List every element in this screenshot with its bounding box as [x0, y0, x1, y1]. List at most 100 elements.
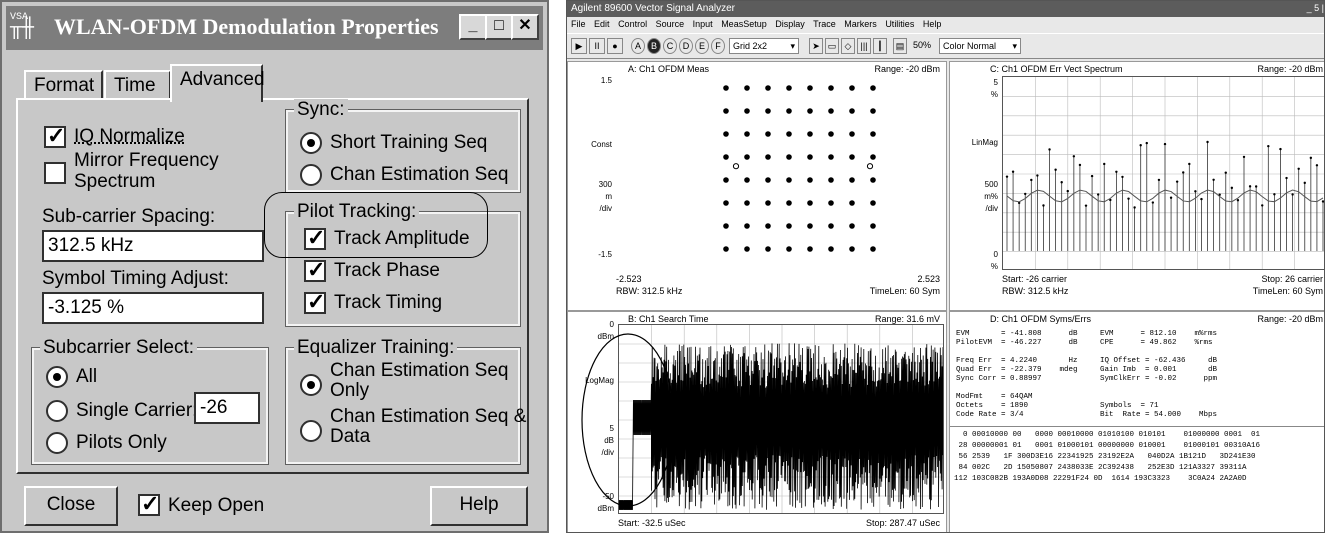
menu-utilities[interactable]: Utilities [885, 19, 915, 29]
dialog-title-bar[interactable]: VSA ╥╫ WLAN-OFDM Demodulation Properties… [6, 6, 543, 50]
subcarrier-all-label[interactable]: All [76, 366, 98, 387]
minimize-button[interactable]: _ [459, 14, 487, 40]
track-amplitude-label[interactable]: Track Amplitude [334, 228, 470, 249]
track-amplitude-checkbox[interactable] [304, 225, 326, 251]
subcarrier-all-radio[interactable] [46, 366, 68, 388]
bars-tool-icon[interactable]: ||| [857, 38, 871, 54]
menu-source[interactable]: Source [655, 19, 685, 29]
err-point [1175, 180, 1179, 183]
err-point [1072, 155, 1076, 158]
trace-f-button[interactable]: F [711, 38, 725, 54]
constellation-point [786, 85, 792, 91]
trace-b-button[interactable]: B [647, 38, 661, 54]
equalizer-chan-only-line1[interactable]: Chan Estimation Seq [330, 360, 509, 381]
equalizer-chan-only-line2[interactable]: Only [330, 380, 370, 401]
trace-e-button[interactable]: E [695, 38, 709, 54]
trace-a-button[interactable]: A [631, 38, 645, 54]
error-vector-spectrum-plot[interactable] [1002, 76, 1325, 270]
menu-file[interactable]: File [571, 19, 586, 29]
menu-trace[interactable]: Trace [813, 19, 836, 29]
color-dropdown[interactable]: Color Normal ▾ [939, 38, 1021, 54]
tab-advanced[interactable]: Advanced [170, 64, 265, 102]
subcarrier-single-label[interactable]: Single Carrier: [76, 400, 198, 421]
trace-c-footer-right-1: Stop: 26 carrier [1261, 274, 1323, 284]
tab-time[interactable]: Time [104, 70, 171, 100]
track-phase-checkbox[interactable] [304, 257, 326, 283]
iq-normalize-label[interactable]: IQ Normalize [74, 126, 185, 147]
trace-b-panel[interactable]: B: Ch1 Search Time Range: 31.6 mV 0 dBm … [567, 311, 947, 532]
vsa-window-controls[interactable]: _ 5 | [1306, 3, 1324, 13]
sync-chan-estimation-radio[interactable] [300, 164, 322, 186]
subcarrier-pilots-radio[interactable] [46, 432, 68, 454]
mirror-frequency-label-line2[interactable]: Spectrum [74, 171, 156, 192]
equalizer-chan-data-line2[interactable]: Data [330, 426, 371, 447]
help-button[interactable]: Help [430, 486, 528, 526]
trace-c-button[interactable]: C [663, 38, 677, 54]
menu-edit[interactable]: Edit [594, 19, 610, 29]
zoom-box-icon[interactable]: ▭ [825, 38, 839, 54]
play-button[interactable]: ▶ [571, 38, 587, 54]
track-timing-checkbox[interactable] [304, 289, 326, 315]
cursor-tool-icon[interactable]: ┃ [873, 38, 887, 54]
subcarrier-spacing-input[interactable]: 312.5 kHz [42, 230, 264, 262]
sync-short-training-radio[interactable] [300, 132, 322, 154]
constellation-point [870, 85, 876, 91]
trace-d-panel[interactable]: D: Ch1 OFDM Syms/Errs Range: -20 dBm EVM… [949, 311, 1324, 532]
maximize-button[interactable]: □ [485, 14, 513, 40]
err-trace-line [1006, 189, 1324, 203]
mirror-frequency-checkbox[interactable] [44, 162, 66, 184]
menu-meassetup[interactable]: MeasSetup [721, 19, 767, 29]
keep-open-checkbox[interactable] [138, 491, 160, 517]
constellation-point [765, 223, 771, 229]
persistence-icon[interactable]: ▤ [893, 38, 907, 54]
err-point [1096, 193, 1100, 196]
trace-d-button[interactable]: D [679, 38, 693, 54]
single-carrier-input[interactable]: -26 [194, 392, 260, 424]
constellation-point [723, 177, 729, 183]
marker-tool-icon[interactable]: ◇ [841, 38, 855, 54]
subcarrier-single-radio[interactable] [46, 400, 68, 422]
tab-format[interactable]: Format [24, 70, 103, 100]
close-button[interactable]: Close [24, 486, 118, 526]
constellation-point [744, 223, 750, 229]
equalizer-chan-only-radio[interactable] [300, 374, 322, 396]
err-point [1157, 178, 1161, 182]
menu-display[interactable]: Display [775, 19, 805, 29]
constellation-plot[interactable] [616, 76, 942, 270]
track-phase-label[interactable]: Track Phase [334, 260, 440, 281]
equalizer-chan-data-line1[interactable]: Chan Estimation Seq & [330, 406, 527, 427]
pilot-point [732, 163, 740, 170]
keep-open-label[interactable]: Keep Open [168, 495, 265, 516]
sync-short-training-label[interactable]: Short Training Seq [330, 132, 488, 153]
mirror-frequency-label-line1[interactable]: Mirror Frequency [74, 150, 219, 171]
trace-c-panel[interactable]: C: Ch1 OFDM Err Vect Spectrum Range: -20… [949, 61, 1325, 311]
sync-chan-estimation-label[interactable]: Chan Estimation Seq [330, 164, 509, 185]
layout-dropdown[interactable]: Grid 2x2 ▾ [729, 38, 799, 54]
vsa-title-bar[interactable]: Agilent 89600 Vector Signal Analyzer _ 5… [567, 1, 1324, 17]
iq-normalize-checkbox[interactable] [44, 123, 66, 149]
err-point [1054, 168, 1057, 171]
hex-row: 112 103C082B 193A0D08 22291F24 0D 1614 1… [954, 475, 1247, 483]
menu-help[interactable]: Help [922, 19, 942, 29]
pilot-tracking-title: Pilot Tracking: [294, 201, 420, 223]
equalizer-chan-data-radio[interactable] [300, 420, 322, 442]
search-time-plot[interactable] [618, 324, 944, 514]
menu-control[interactable]: Control [618, 19, 648, 29]
pause-button[interactable]: II [589, 38, 605, 54]
trace-b-ytop: 0 [609, 320, 614, 329]
record-button[interactable]: ● [607, 38, 623, 54]
err-point [1303, 181, 1306, 185]
constellation-point [849, 246, 855, 252]
menu-input[interactable]: Input [692, 19, 713, 29]
subcarrier-pilots-label[interactable]: Pilots Only [76, 432, 167, 453]
menu-markers[interactable]: Markers [844, 19, 877, 29]
err-point [1236, 199, 1240, 202]
symbol-timing-input[interactable]: -3.125 % [42, 292, 264, 324]
trace-a-panel[interactable]: A: Ch1 OFDM Meas Range: -20 dBm 1.5 Cons… [567, 61, 947, 311]
constellation-point [744, 154, 750, 160]
vsa-app-icon: VSA ╥╫ [10, 12, 35, 40]
pointer-tool-icon[interactable]: ➤ [809, 38, 823, 54]
constellation-point [786, 108, 792, 114]
close-window-button[interactable]: ✕ [511, 14, 539, 40]
track-timing-label[interactable]: Track Timing [334, 292, 443, 313]
